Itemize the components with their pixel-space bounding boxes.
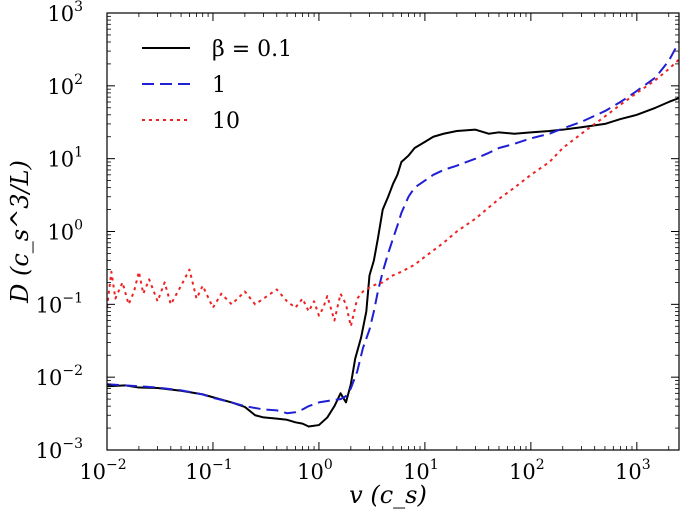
x-tick-label: 10−2	[79, 457, 126, 484]
y-tick-label: 102	[47, 72, 83, 99]
series-lines	[107, 41, 679, 428]
y-tick-label: 10−3	[36, 436, 83, 463]
legend-label-1: β = 0.1	[212, 37, 292, 62]
legend: β = 0.1 1 10	[142, 37, 292, 134]
axis-ticks	[106, 12, 679, 451]
x-axis-label: v (c_s)	[349, 481, 427, 509]
legend-label-3: 10	[212, 109, 240, 134]
x-tick-label: 10−1	[185, 457, 232, 484]
series-line-1	[107, 97, 679, 428]
y-tick-label: 103	[47, 0, 83, 26]
series-line-3	[107, 58, 679, 328]
x-tick-label: 103	[615, 457, 651, 484]
y-tick-labels: 10−3 10−2 10−1 100 101 102 103	[36, 0, 83, 463]
x-tick-label: 102	[509, 457, 545, 484]
x-tick-label: 101	[403, 457, 439, 484]
legend-label-2: 1	[212, 73, 226, 98]
series-line-2	[107, 41, 679, 415]
plot-frame	[106, 12, 680, 451]
y-tick-label: 10−2	[36, 363, 83, 390]
y-tick-label: 100	[47, 218, 83, 245]
x-tick-labels: 10−2 10−1 100 101 102 103	[79, 457, 650, 484]
x-tick-label: 100	[297, 457, 333, 484]
y-tick-label: 10−1	[36, 290, 83, 317]
y-tick-label: 101	[47, 145, 83, 172]
y-axis-label: D (c_s^3/L)	[6, 160, 34, 304]
